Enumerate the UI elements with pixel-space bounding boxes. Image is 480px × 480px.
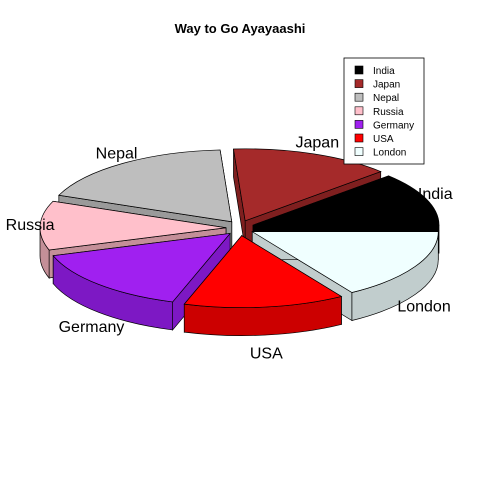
- slice-label-india: India: [418, 186, 453, 203]
- pie-slice-germany: [52, 232, 231, 303]
- legend-swatch-london: [354, 147, 364, 156]
- pie-slice-nepal: [58, 149, 233, 223]
- legend-label-germany: Germany: [373, 120, 414, 131]
- legend-swatch-usa: [354, 133, 364, 143]
- pie-layer: India Japan Nepal Russia Germany USA London: [6, 134, 453, 362]
- legend-swatch-russia: [354, 106, 364, 116]
- chart-title: Way to Go Ayayaashi: [175, 21, 306, 36]
- legend-swatch-india: [354, 65, 364, 75]
- legend-label-india: India: [373, 66, 395, 77]
- pie-slice-london: [251, 231, 439, 293]
- pie-slice-india: [252, 175, 440, 226]
- slice-label-nepal: Nepal: [96, 146, 138, 163]
- slice-label-germany: Germany: [59, 319, 125, 336]
- legend-label-japan: Japan: [373, 80, 400, 91]
- legend-label-usa: USA: [373, 134, 394, 145]
- legend-label-london: London: [373, 148, 406, 159]
- slice-label-london: London: [397, 298, 450, 315]
- pie-slice-usa: [183, 235, 343, 308]
- slice-label-usa: USA: [250, 345, 283, 362]
- legend-label-nepal: Nepal: [373, 93, 399, 104]
- slice-label-japan: Japan: [296, 134, 340, 151]
- slice-label-russia: Russia: [6, 217, 55, 234]
- legend: India Japan Nepal Russia Germany USA London: [343, 57, 425, 165]
- legend-swatch-japan: [354, 79, 364, 88]
- pie-slice-russia: [39, 200, 227, 251]
- legend-swatch-nepal: [354, 92, 364, 102]
- legend-label-russia: Russia: [373, 107, 404, 118]
- pie-slice-japan: [233, 148, 382, 222]
- legend-swatch-germany: [354, 120, 364, 129]
- legend-items: India Japan Nepal Russia Germany USA London: [354, 65, 414, 159]
